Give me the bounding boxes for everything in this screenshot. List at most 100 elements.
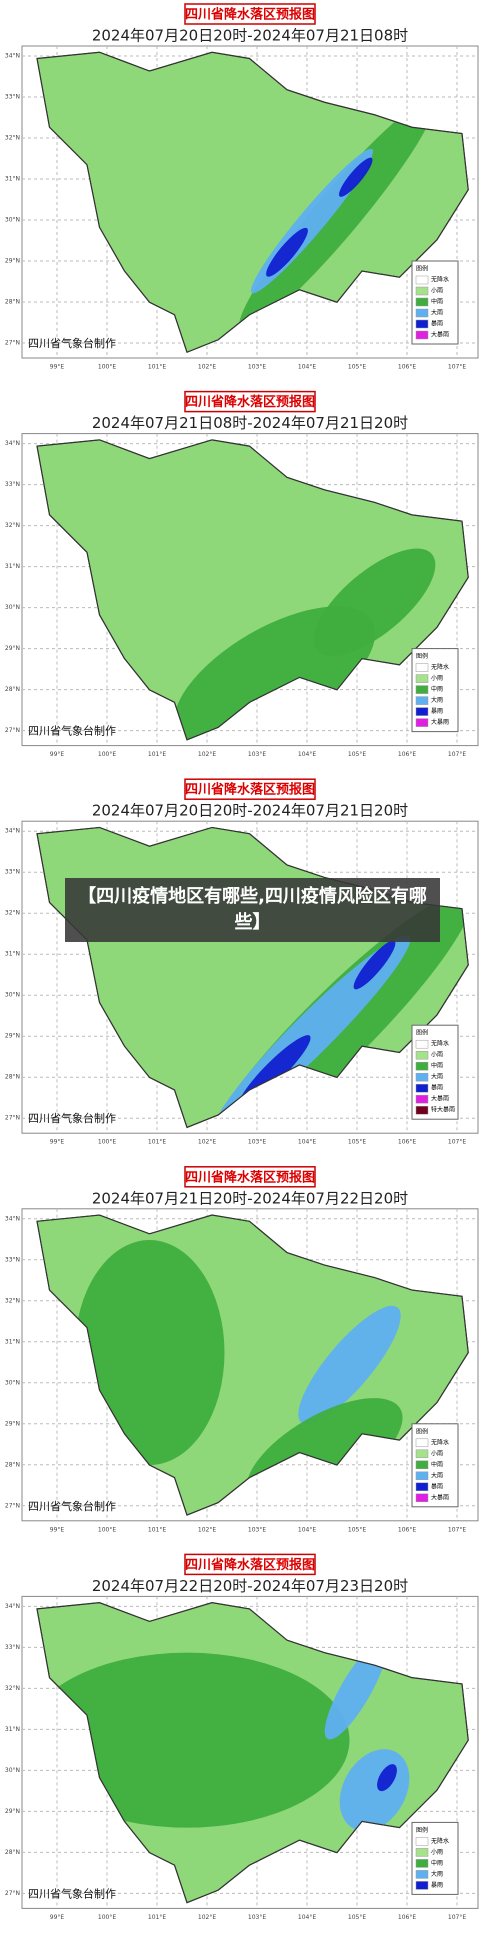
lat-label: 27°N bbox=[5, 1890, 20, 1897]
legend-swatch bbox=[415, 297, 429, 307]
province-border bbox=[36, 1602, 469, 1904]
province-border bbox=[36, 826, 469, 1129]
legend-label: 大雨 bbox=[431, 309, 443, 317]
legend-swatch bbox=[415, 1449, 429, 1459]
rain-areas bbox=[74, 1240, 403, 1508]
legend-swatch bbox=[415, 319, 429, 329]
credit: 四川省气象台制作 bbox=[28, 1111, 116, 1125]
legend-box bbox=[411, 1024, 459, 1120]
legend-title: 图例 bbox=[416, 1427, 428, 1435]
legend-swatch bbox=[415, 1859, 429, 1868]
period: 2024年07月21日20时-2024年07月22日20时 bbox=[92, 1189, 408, 1207]
rain-area bbox=[74, 1240, 225, 1466]
lon-label: 103°E bbox=[248, 1526, 266, 1533]
lon-label: 101°E bbox=[148, 1139, 166, 1146]
legend-swatch bbox=[415, 1848, 429, 1857]
province-border bbox=[36, 1214, 469, 1516]
legend-swatch bbox=[415, 1471, 429, 1481]
lat-label: 31°N bbox=[5, 1338, 20, 1345]
caption: 【四川疫情地区有哪些,四川疫情风险区有哪些】 bbox=[65, 878, 440, 942]
header: 四川省降水落区预报图 bbox=[185, 1169, 315, 1185]
lon-label: 99°E bbox=[50, 1526, 65, 1533]
rain-area bbox=[239, 98, 435, 331]
legend-swatch bbox=[415, 308, 429, 318]
header: 四川省降水落区预报图 bbox=[185, 782, 315, 798]
lon-label: 102°E bbox=[198, 751, 216, 758]
lon-label: 99°E bbox=[50, 1139, 65, 1146]
rain-area bbox=[377, 1764, 397, 1792]
lon-label: 100°E bbox=[98, 751, 116, 758]
legend-title: 图例 bbox=[416, 265, 428, 273]
legend-box bbox=[411, 1821, 459, 1895]
period: 2024年07月20日20时-2024年07月21日08时 bbox=[92, 27, 408, 45]
lat-label: 32°N bbox=[5, 1297, 20, 1304]
lon-label: 101°E bbox=[148, 364, 166, 371]
map-panel: 四川省降水落区预报图 2024年07月21日08时-2024年07月21日20时 9… bbox=[5, 390, 479, 758]
lon-label: 106°E bbox=[398, 364, 416, 371]
lat-label: 33°N bbox=[5, 1256, 20, 1263]
lat-label: 27°N bbox=[5, 340, 20, 347]
legend-label: 大暴雨 bbox=[431, 718, 449, 726]
lat-label: 32°N bbox=[5, 135, 20, 142]
lat-label: 31°N bbox=[5, 951, 20, 958]
map-panel: 四川省降水落区预报图 2024年07月22日20时-2024年07月23日20时 9… bbox=[5, 1553, 479, 1921]
legend-swatch bbox=[415, 330, 429, 340]
lat-label: 34°N bbox=[5, 1215, 20, 1222]
rain-areas bbox=[173, 548, 436, 740]
lat-label: 32°N bbox=[5, 1685, 20, 1692]
lat-label: 34°N bbox=[5, 53, 20, 60]
legend-swatch bbox=[415, 275, 429, 285]
lon-label: 106°E bbox=[398, 1914, 416, 1921]
legend-swatch bbox=[415, 663, 429, 672]
header-box bbox=[184, 1553, 316, 1576]
lat-label: 31°N bbox=[5, 176, 20, 183]
lon-label: 104°E bbox=[298, 1526, 316, 1533]
legend-label: 大雨 bbox=[431, 1073, 443, 1081]
lon-label: 103°E bbox=[248, 364, 266, 371]
header: 四川省降水落区预报图 bbox=[185, 7, 315, 23]
lat-label: 34°N bbox=[5, 828, 20, 835]
lon-label: 102°E bbox=[198, 364, 216, 371]
header: 四川省降水落区预报图 bbox=[185, 394, 315, 410]
lon-label: 105°E bbox=[348, 1526, 366, 1533]
legend-label: 无降水 bbox=[431, 1040, 449, 1048]
legend-label: 大雨 bbox=[431, 696, 443, 704]
legend-swatch bbox=[415, 1083, 429, 1093]
credit: 四川省气象台制作 bbox=[28, 1499, 116, 1513]
lon-label: 101°E bbox=[148, 1526, 166, 1533]
legend-label: 小雨 bbox=[431, 1449, 443, 1457]
legend-title: 图例 bbox=[416, 652, 428, 660]
lon-label: 100°E bbox=[98, 1526, 116, 1533]
period: 2024年07月22日20时-2024年07月23日20时 bbox=[92, 1577, 408, 1595]
lat-label: 30°N bbox=[5, 992, 20, 999]
lat-label: 27°N bbox=[5, 727, 20, 734]
legend-label: 中雨 bbox=[431, 1460, 443, 1468]
lat-label: 30°N bbox=[5, 604, 20, 611]
credit: 四川省气象台制作 bbox=[28, 1886, 116, 1900]
legend-label: 中雨 bbox=[431, 685, 443, 693]
map-panel: 四川省降水落区预报图 2024年07月20日20时-2024年07月21日08时 9… bbox=[5, 3, 479, 371]
lat-label: 29°N bbox=[5, 1420, 20, 1427]
lat-label: 28°N bbox=[5, 1074, 20, 1081]
lon-label: 107°E bbox=[448, 364, 466, 371]
lon-label: 105°E bbox=[348, 751, 366, 758]
legend-swatch bbox=[415, 1039, 429, 1049]
lat-label: 29°N bbox=[5, 258, 20, 265]
lat-label: 28°N bbox=[5, 1461, 20, 1468]
legend-swatch bbox=[415, 674, 429, 683]
legend-label: 暴雨 bbox=[431, 708, 443, 715]
lat-label: 32°N bbox=[5, 522, 20, 529]
legend-label: 小雨 bbox=[431, 1051, 443, 1059]
map-panel: 四川省降水落区预报图 2024年07月20日20时-2024年07月21日20时 9… bbox=[5, 778, 479, 1146]
legend-label: 无降水 bbox=[431, 1438, 449, 1446]
legend-label: 中雨 bbox=[431, 1062, 443, 1070]
rain-areas bbox=[239, 98, 435, 331]
lon-label: 102°E bbox=[198, 1139, 216, 1146]
legend-label: 暴雨 bbox=[431, 1483, 443, 1490]
lon-label: 100°E bbox=[98, 364, 116, 371]
legend-swatch bbox=[415, 1881, 429, 1890]
lat-label: 33°N bbox=[5, 94, 20, 101]
legend-label: 中雨 bbox=[431, 298, 443, 306]
lat-label: 31°N bbox=[5, 563, 20, 570]
